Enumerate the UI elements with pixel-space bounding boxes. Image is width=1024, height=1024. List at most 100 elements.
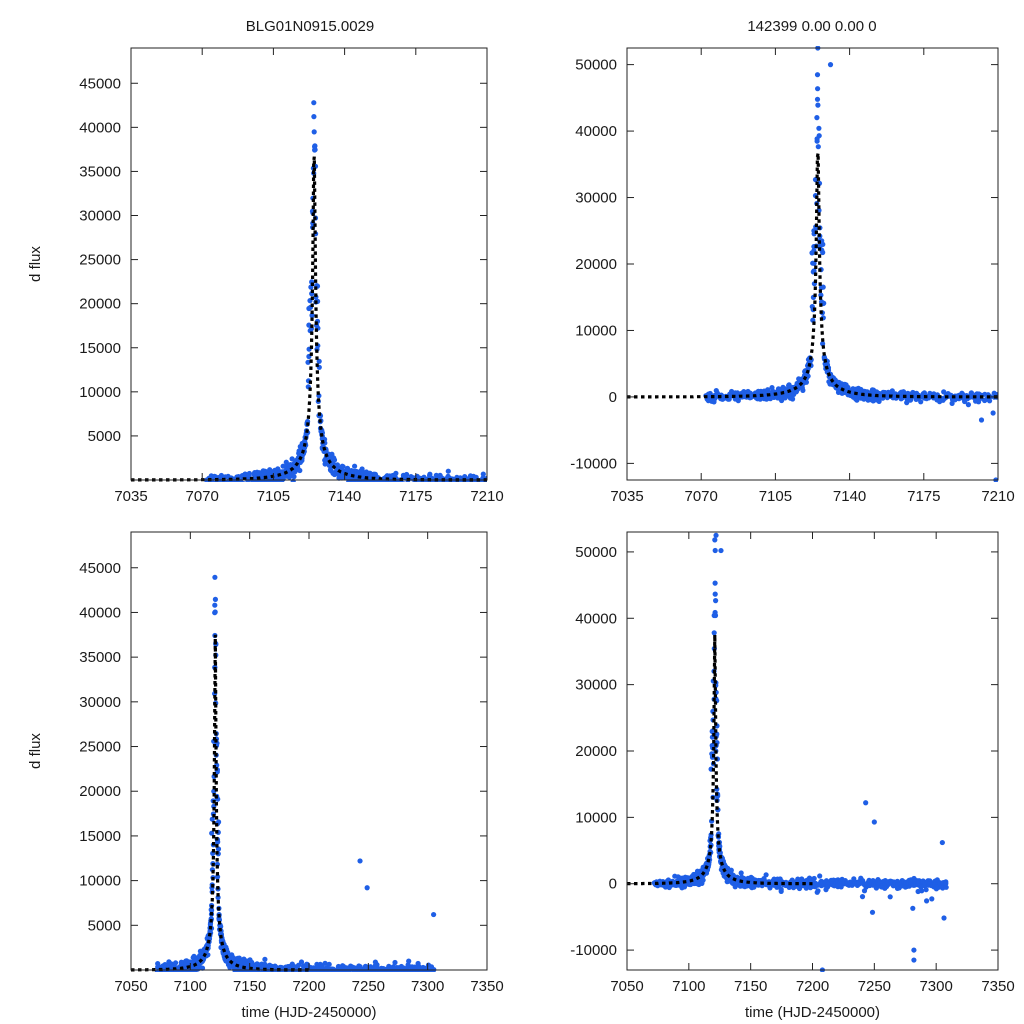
x-tick-label: 7140 bbox=[328, 488, 361, 505]
y-tick-label: 20000 bbox=[79, 783, 121, 800]
x-tick-label: 7150 bbox=[233, 978, 266, 995]
data-point bbox=[799, 385, 805, 391]
y-tick-label: 10000 bbox=[79, 384, 121, 401]
y-tick-label: 40000 bbox=[575, 610, 617, 627]
data-point bbox=[869, 909, 876, 915]
data-point bbox=[160, 972, 165, 977]
y-tick-label: 15000 bbox=[79, 340, 121, 357]
data-point bbox=[480, 471, 486, 477]
y-tick-label: 10000 bbox=[575, 809, 617, 826]
data-point bbox=[212, 574, 218, 580]
x-tick-label: 7210 bbox=[981, 488, 1014, 505]
y-tick-label: 5000 bbox=[88, 917, 121, 934]
y-tick-label: 20000 bbox=[575, 743, 617, 760]
data-point bbox=[422, 971, 426, 972]
data-point bbox=[209, 830, 215, 836]
data-point bbox=[224, 481, 227, 482]
data-point bbox=[311, 129, 317, 135]
data-point bbox=[357, 481, 361, 482]
data-point bbox=[411, 481, 415, 482]
data-point bbox=[312, 143, 318, 149]
panel-top-right: 7035 7070 7105 7140 7175 7210 -10000 0 10000 2000… bbox=[570, 46, 1015, 505]
data-point bbox=[211, 481, 216, 482]
x-tick-label: 7050 bbox=[610, 978, 643, 995]
y-tick-label: -10000 bbox=[570, 942, 617, 959]
data-point bbox=[778, 886, 784, 893]
outlier-point bbox=[357, 858, 363, 864]
data-point bbox=[371, 484, 376, 489]
data-point bbox=[289, 456, 295, 462]
data-point bbox=[803, 885, 809, 891]
data-point bbox=[305, 359, 311, 365]
data-point bbox=[341, 972, 346, 977]
data-point bbox=[814, 889, 820, 895]
data-point bbox=[386, 973, 391, 978]
data-point bbox=[303, 972, 308, 977]
y-tick-label: -10000 bbox=[570, 455, 617, 472]
x-tick-label: 7100 bbox=[174, 978, 207, 995]
data-point bbox=[387, 973, 392, 978]
outlier-point bbox=[911, 947, 917, 953]
data-point bbox=[405, 963, 411, 969]
y-tick-label: 40000 bbox=[575, 123, 617, 140]
data-point bbox=[844, 384, 850, 390]
observation-points bbox=[651, 532, 949, 972]
data-point bbox=[769, 385, 775, 391]
data-layer bbox=[627, 532, 949, 972]
data-point bbox=[923, 887, 929, 893]
data-point bbox=[393, 470, 399, 476]
data-point bbox=[280, 463, 286, 469]
data-point bbox=[811, 875, 817, 882]
x-tick-label: 7100 bbox=[672, 978, 705, 995]
x-tick-label: 7300 bbox=[411, 978, 444, 995]
data-point bbox=[763, 872, 769, 878]
x-axis-label: time (HJD-2450000) bbox=[745, 1004, 880, 1021]
data-point bbox=[712, 580, 718, 586]
y-axis-label: d flux bbox=[27, 733, 44, 769]
data-point bbox=[432, 481, 436, 482]
left-title: BLG01N0915.0029 bbox=[246, 18, 374, 35]
y-tick-label: 40000 bbox=[79, 119, 121, 136]
y-tick-label: 10000 bbox=[575, 322, 617, 339]
data-point bbox=[378, 483, 383, 488]
data-point bbox=[700, 877, 706, 883]
y-tick-label: 50000 bbox=[575, 544, 617, 561]
x-tick-label: 7150 bbox=[734, 978, 767, 995]
data-point bbox=[318, 971, 323, 972]
data-point bbox=[820, 249, 826, 256]
y-tick-label: 35000 bbox=[79, 163, 121, 180]
data-point bbox=[728, 867, 734, 873]
y-tick-label: 30000 bbox=[79, 694, 121, 711]
data-point bbox=[246, 472, 252, 478]
outlier-point bbox=[431, 911, 437, 918]
data-point bbox=[189, 971, 193, 972]
x-tick-label: 7210 bbox=[470, 488, 503, 505]
data-point bbox=[820, 241, 826, 247]
data-point bbox=[290, 478, 296, 482]
data-point bbox=[241, 481, 246, 482]
data-point bbox=[268, 481, 273, 482]
data-point bbox=[212, 596, 218, 603]
data-point bbox=[331, 471, 338, 478]
x-tick-label: 7175 bbox=[907, 488, 940, 505]
data-point bbox=[910, 905, 916, 911]
data-point bbox=[334, 975, 339, 980]
data-point bbox=[399, 971, 404, 972]
data-point bbox=[422, 483, 427, 488]
data-point bbox=[713, 598, 719, 604]
data-point bbox=[815, 86, 821, 92]
data-point bbox=[218, 923, 224, 930]
data-point bbox=[712, 591, 718, 597]
x-tick-label: 7035 bbox=[610, 488, 643, 505]
data-point bbox=[456, 483, 461, 488]
data-point bbox=[291, 474, 297, 480]
data-point bbox=[309, 312, 315, 318]
data-point bbox=[334, 973, 339, 978]
data-point bbox=[364, 485, 369, 490]
data-point bbox=[339, 463, 345, 469]
data-point bbox=[173, 960, 179, 966]
data-point bbox=[820, 284, 826, 290]
data-point bbox=[712, 537, 718, 543]
data-point bbox=[338, 971, 342, 972]
outlier-point bbox=[364, 885, 370, 891]
